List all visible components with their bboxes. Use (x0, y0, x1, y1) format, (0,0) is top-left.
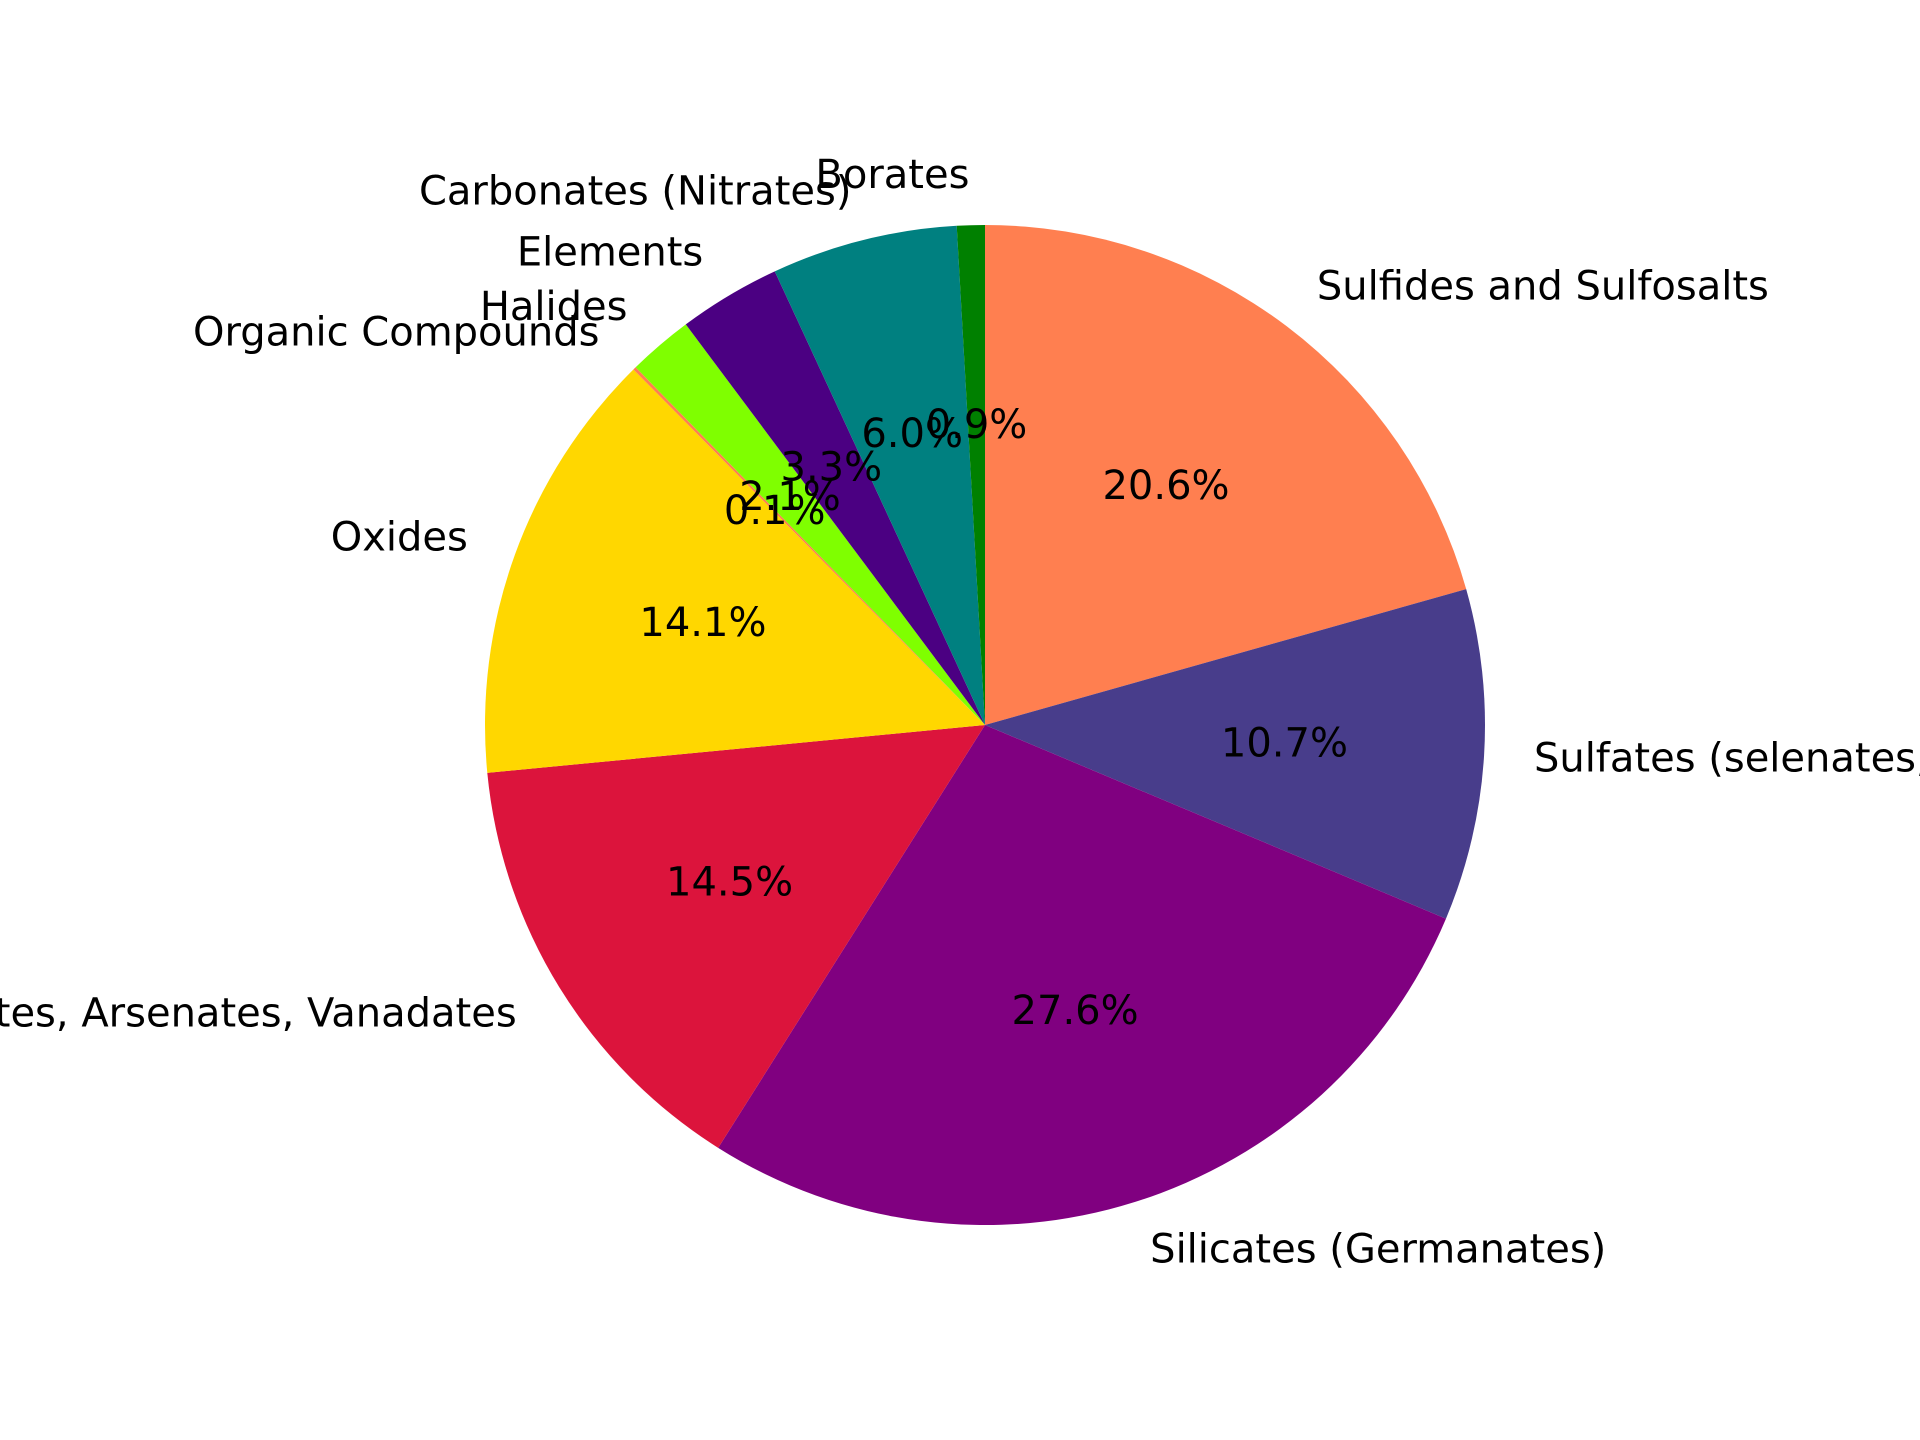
category-label-elements: Elements (517, 230, 703, 276)
percent-label-carbonates-nitrates: 6.0% (861, 411, 963, 457)
category-label-sulfates-selenates-tellurates: Sulfates (selenates, tellurates) (1534, 736, 1920, 782)
category-label-silicates-germanates: Silicates (Germanates) (1150, 1227, 1606, 1273)
pie-slice-silicates-germanates (718, 725, 1446, 1225)
percent-label-oxides: 14.1% (639, 600, 766, 646)
pie-slice-phosphates-arsenates-vanadates (487, 725, 985, 1148)
category-label-oxides: Oxides (331, 515, 468, 561)
category-label-borates: Borates (815, 152, 969, 198)
percent-label-organic-compounds: 0.1% (724, 488, 826, 534)
pie-slice-carbonates-nitrates (774, 225, 985, 725)
pie-slice-oxides (484, 369, 985, 773)
pie-slice-halides (635, 324, 985, 725)
percent-label-silicates-germanates: 27.6% (1012, 988, 1139, 1034)
pie-slice-sulfates-selenates-tellurates (985, 589, 1486, 919)
pie-slice-organic-compounds (633, 367, 985, 725)
category-label-sulfides-and-sulfosalts: Sulfides and Sulfosalts (1317, 263, 1769, 309)
pie-slice-elements (685, 271, 985, 725)
category-labels: Sulfides and Sulfosalts Sulfates (selenat… (0, 152, 1920, 1272)
category-label-phosphates-arsenates-vanadates: Phosphates, Arsenates, Vanadates (0, 990, 517, 1036)
category-label-halides: Halides (480, 284, 628, 330)
pie-slice-borates (956, 225, 985, 725)
pie-slices (484, 225, 1486, 1225)
percent-label-sulfates-selenates-tellurates: 10.7% (1221, 720, 1348, 766)
percent-labels: 20.6% 10.7% 27.6% 14.5% 14.1% 0.1%2.1%3.3%6.0… (639, 402, 1348, 1034)
percent-label-halides: 2.1% (739, 474, 841, 520)
category-label-carbonates-nitrates: Carbonates (Nitrates) (419, 168, 851, 214)
pie-slice-sulfides-and-sulfosalts (985, 225, 1467, 725)
percent-label-sulfides-and-sulfosalts: 20.6% (1102, 463, 1229, 509)
percent-label-borates: 0.9% (926, 402, 1028, 448)
percent-label-phosphates-arsenates-vanadates: 14.5% (666, 859, 793, 905)
percent-label-elements: 3.3% (781, 444, 883, 490)
category-label-organic-compounds: Organic Compounds (193, 310, 599, 356)
